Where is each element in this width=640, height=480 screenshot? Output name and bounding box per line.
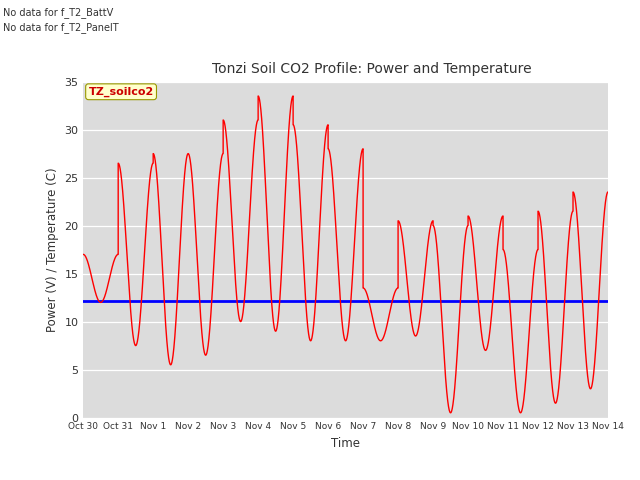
X-axis label: Time: Time [331,437,360,450]
Text: No data for f_T2_PanelT: No data for f_T2_PanelT [3,22,119,33]
Text: No data for f_T2_BattV: No data for f_T2_BattV [3,7,113,18]
Title: Tonzi Soil CO2 Profile: Power and Temperature: Tonzi Soil CO2 Profile: Power and Temper… [212,62,532,76]
Text: TZ_soilco2: TZ_soilco2 [88,86,154,97]
Y-axis label: Power (V) / Temperature (C): Power (V) / Temperature (C) [45,168,59,332]
